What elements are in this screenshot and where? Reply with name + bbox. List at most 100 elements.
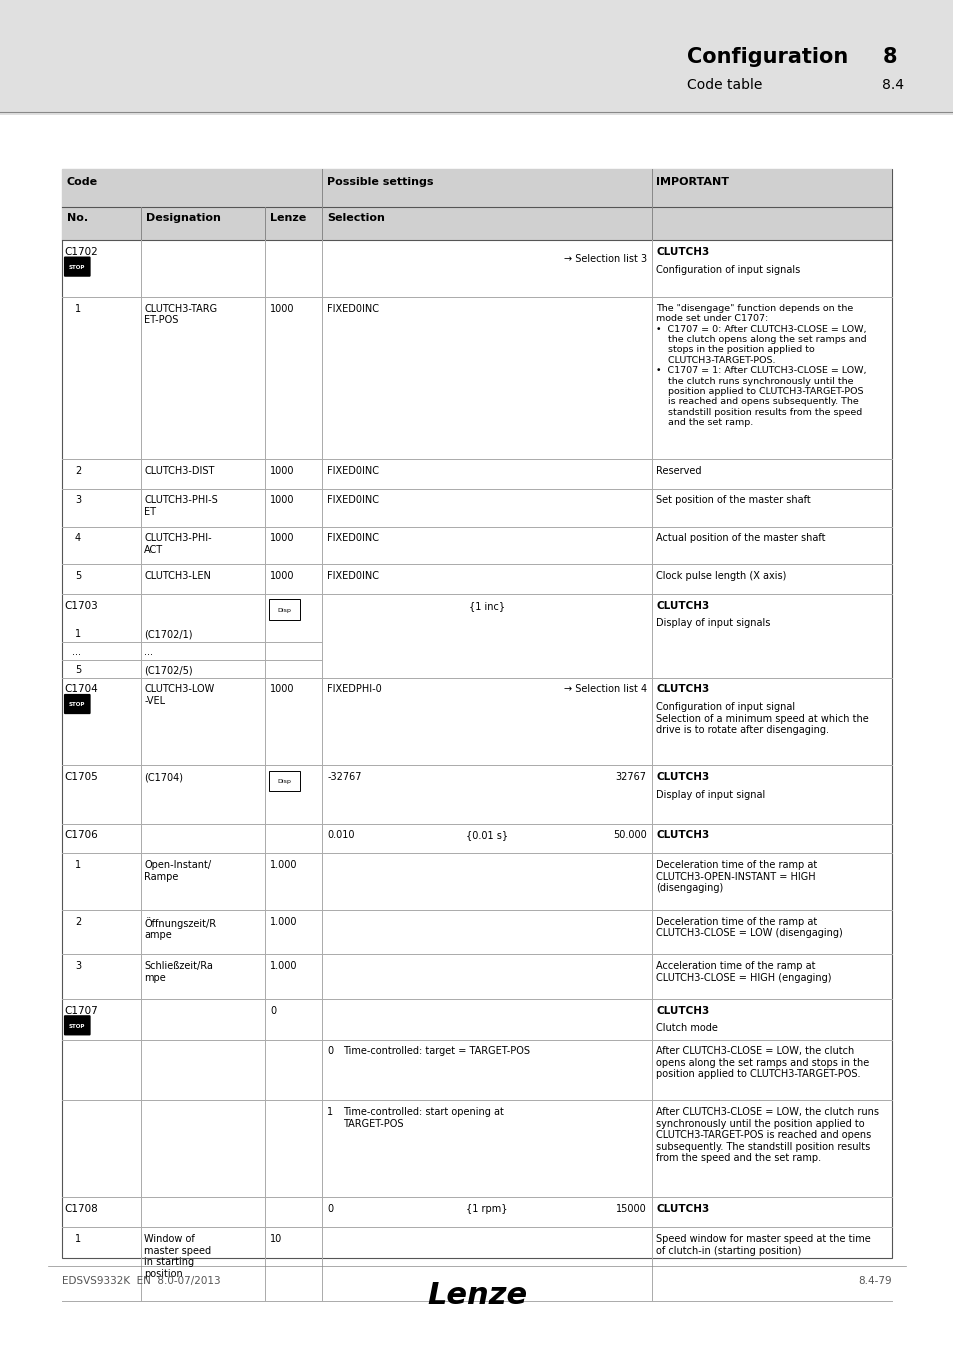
Text: 2: 2 [74,917,81,926]
Text: Code: Code [67,177,98,186]
Text: Lenze: Lenze [427,1281,526,1311]
Text: 1000: 1000 [270,571,294,580]
Text: 1000: 1000 [270,533,294,543]
FancyBboxPatch shape [64,1015,91,1035]
Text: ...: ... [144,647,152,657]
Text: 1: 1 [75,1234,81,1243]
Text: FIXED0INC: FIXED0INC [327,571,379,580]
Text: Configuration of input signal
Selection of a minimum speed at which the
drive is: Configuration of input signal Selection … [656,702,868,736]
Text: EDSVS9332K  EN  8.0-07/2013: EDSVS9332K EN 8.0-07/2013 [62,1276,220,1285]
Text: C1705: C1705 [65,772,98,782]
Text: 1: 1 [75,860,81,869]
Text: Selection: Selection [327,213,385,223]
Text: 1.000: 1.000 [270,860,297,869]
Text: Disp: Disp [277,608,291,613]
Text: Display of input signal: Display of input signal [656,790,765,799]
Text: 1: 1 [75,304,81,313]
Text: 5: 5 [74,666,81,675]
Bar [62,207,891,240]
Text: 1: 1 [75,629,81,639]
Text: 1.000: 1.000 [270,917,297,926]
Text: 50.000: 50.000 [613,830,646,840]
Text: CLUTCH3-LEN: CLUTCH3-LEN [144,571,211,580]
Text: (C1704): (C1704) [144,772,183,782]
Text: 1000: 1000 [270,684,294,694]
Text: 10: 10 [270,1234,282,1243]
Text: FIXED0INC: FIXED0INC [327,466,379,475]
Text: Display of input signals: Display of input signals [656,618,770,628]
FancyBboxPatch shape [64,694,91,714]
Text: Disp: Disp [277,779,291,784]
Text: CLUTCH3-PHI-
ACT: CLUTCH3-PHI- ACT [144,533,212,555]
Text: 2: 2 [74,466,81,475]
FancyBboxPatch shape [269,599,299,620]
Text: CLUTCH3: CLUTCH3 [656,247,709,256]
Text: Clutch mode: Clutch mode [656,1023,718,1033]
Text: Acceleration time of the ramp at
CLUTCH3-CLOSE = HIGH (engaging): Acceleration time of the ramp at CLUTCH3… [656,961,831,983]
Text: 5: 5 [74,571,81,580]
FancyBboxPatch shape [269,771,299,791]
Text: CLUTCH3-TARG
ET-POS: CLUTCH3-TARG ET-POS [144,304,217,325]
Text: Open-Instant/
Rampe: Open-Instant/ Rampe [144,860,211,882]
Text: 1: 1 [327,1107,333,1116]
Text: C1703: C1703 [65,601,98,610]
Text: 1000: 1000 [270,304,294,313]
Text: C1704: C1704 [65,684,98,694]
Text: 4: 4 [75,533,81,543]
Text: 15000: 15000 [616,1204,646,1214]
Text: CLUTCH3: CLUTCH3 [656,830,709,840]
Text: (C1702/1): (C1702/1) [144,629,193,639]
Text: 1000: 1000 [270,495,294,505]
Text: {1 inc}: {1 inc} [469,601,504,610]
Text: Deceleration time of the ramp at
CLUTCH3-CLOSE = LOW (disengaging): Deceleration time of the ramp at CLUTCH3… [656,917,842,938]
Text: 8.4: 8.4 [882,78,903,92]
Text: STOP: STOP [69,265,86,270]
Text: FIXED0INC: FIXED0INC [327,304,379,313]
Text: 8: 8 [882,47,896,66]
Text: CLUTCH3: CLUTCH3 [656,1204,709,1214]
Text: Configuration: Configuration [686,47,847,66]
Text: STOP: STOP [69,1023,86,1029]
Text: 32767: 32767 [616,772,646,782]
Text: 0.010: 0.010 [327,830,355,840]
Text: -32767: -32767 [327,772,361,782]
Text: Lenze: Lenze [270,213,306,223]
Text: IMPORTANT: IMPORTANT [656,177,729,186]
Text: CLUTCH3: CLUTCH3 [656,772,709,782]
Text: Öffnungszeit/R
ampe: Öffnungszeit/R ampe [144,917,216,940]
Text: After CLUTCH3-CLOSE = LOW, the clutch
opens along the set ramps and stops in the: After CLUTCH3-CLOSE = LOW, the clutch op… [656,1046,869,1080]
Text: CLUTCH3: CLUTCH3 [656,601,709,610]
Text: 1.000: 1.000 [270,961,297,971]
Text: CLUTCH3-LOW
-VEL: CLUTCH3-LOW -VEL [144,684,214,706]
Text: Time-controlled: target = TARGET-POS: Time-controlled: target = TARGET-POS [343,1046,530,1056]
Text: 0: 0 [270,1006,275,1015]
Text: Speed window for master speed at the time
of clutch-in (starting position): Speed window for master speed at the tim… [656,1234,870,1256]
Text: FIXED0INC: FIXED0INC [327,495,379,505]
Text: Time-controlled: start opening at
TARGET-POS: Time-controlled: start opening at TARGET… [343,1107,504,1129]
Text: Designation: Designation [146,213,220,223]
Text: (C1702/5): (C1702/5) [144,666,193,675]
Text: C1702: C1702 [65,247,98,256]
Text: Schließzeit/Ra
mpe: Schließzeit/Ra mpe [144,961,213,983]
Text: Code table: Code table [686,78,761,92]
Text: Reserved: Reserved [656,466,701,475]
Text: 0: 0 [327,1204,333,1214]
Text: CLUTCH3: CLUTCH3 [656,1006,709,1015]
Text: ...: ... [72,647,81,657]
Text: {1 rpm}: {1 rpm} [466,1204,507,1214]
Text: Window of
master speed
in starting
position: Window of master speed in starting posit… [144,1234,211,1278]
Text: C1706: C1706 [65,830,98,840]
Bar [62,169,891,1258]
Text: CLUTCH3: CLUTCH3 [656,684,709,694]
Text: C1708: C1708 [65,1204,98,1214]
Text: → Selection list 3: → Selection list 3 [563,254,646,263]
Text: STOP: STOP [69,702,86,707]
Text: Actual position of the master shaft: Actual position of the master shaft [656,533,825,543]
Text: C1707: C1707 [65,1006,98,1015]
FancyBboxPatch shape [64,256,91,277]
Text: Deceleration time of the ramp at
CLUTCH3-OPEN-INSTANT = HIGH
(disengaging): Deceleration time of the ramp at CLUTCH3… [656,860,817,894]
Text: Configuration of input signals: Configuration of input signals [656,265,800,274]
Text: The "disengage" function depends on the
mode set under C1707:
•  C1707 = 0: Afte: The "disengage" function depends on the … [656,304,866,427]
Text: 0: 0 [327,1046,333,1056]
Text: Clock pulse length (X axis): Clock pulse length (X axis) [656,571,786,580]
